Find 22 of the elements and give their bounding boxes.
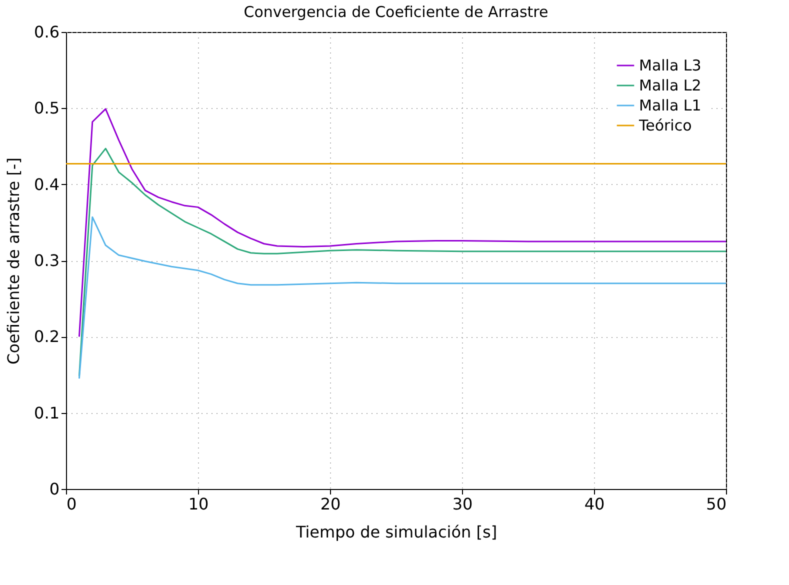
x-tick-label: 30: [452, 494, 473, 514]
x-tick-label: 20: [320, 494, 341, 514]
legend-label: Malla L1: [639, 96, 702, 114]
legend-label: Teórico: [638, 116, 692, 134]
chart-title: Convergencia de Coeficiente de Arrastre: [244, 3, 548, 21]
line-series: [78, 216, 727, 380]
legend-label: Malla L2: [639, 76, 702, 94]
y-tick-label: 0.5: [34, 98, 60, 118]
y-tick-label: 0.6: [34, 22, 60, 42]
x-tick-label: 40: [584, 494, 605, 514]
x-tick-label: 0: [66, 494, 77, 514]
legend-label: Malla L3: [639, 56, 702, 74]
x-tick-label: 50: [706, 494, 726, 514]
y-tick-label: 0.4: [34, 174, 60, 194]
line-series: [78, 148, 727, 378]
y-tick-label: 0.2: [34, 327, 60, 346]
x-axis-title: Tiempo de simulación [s]: [294, 522, 498, 542]
y-tick-label: 0.1: [34, 403, 60, 422]
y-tick-label: 0: [49, 480, 60, 498]
y-axis-title: Coeficiente de arrastre [-]: [4, 158, 24, 364]
y-tick-label: 0.3: [34, 251, 60, 270]
x-tick-label: 10: [188, 494, 209, 514]
